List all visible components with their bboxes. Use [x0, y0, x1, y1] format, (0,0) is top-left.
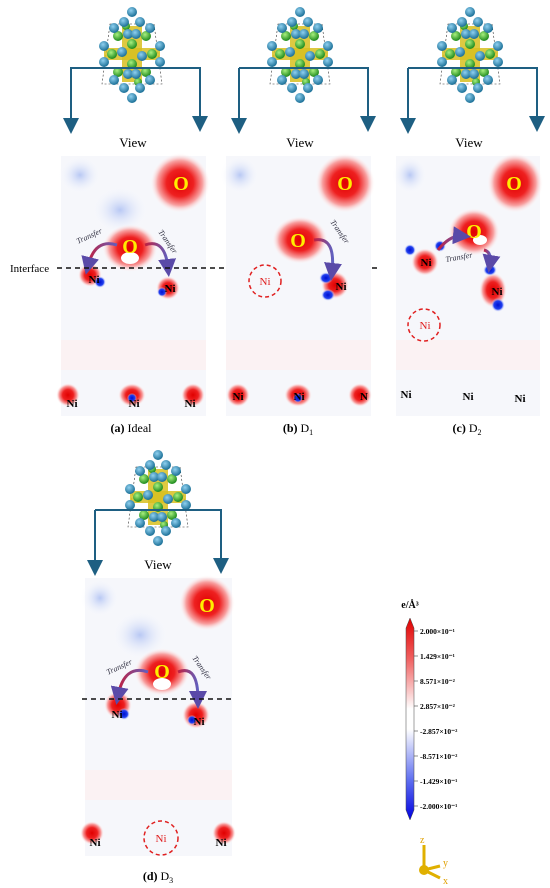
caption-b: (b) D1 — [283, 421, 313, 437]
ni-left-label-a: Ni — [89, 274, 100, 286]
view-label-a: View — [119, 135, 147, 150]
mid-o-label-b: O — [290, 230, 306, 252]
structure-view-a — [63, 6, 208, 134]
colorbar-tick-label: -8.571×10⁻² — [420, 752, 458, 761]
axis-x-label: x — [443, 876, 448, 887]
bottom-ni-b-3: N — [360, 391, 368, 403]
structure-view-c — [400, 6, 545, 134]
view-arrow-right — [408, 67, 545, 132]
bottom-ni-d-1: Ni — [90, 837, 101, 849]
axis-z-label: z — [420, 835, 425, 846]
transfer-arrow-left-a — [81, 242, 118, 275]
panel-a: View O O Transfer Transfer Ni Ni Ni Ni — [56, 6, 210, 435]
bottom-ni-c-1: Ni — [401, 389, 412, 401]
ni-right-label-c: Ni — [492, 286, 503, 298]
colorbar-scale — [405, 617, 415, 821]
caption-d: (d) D3 — [143, 869, 173, 885]
colorbar: e/Å³ 2.000×10⁻¹ 1.429×10⁻¹ 8.571×10⁻² 2.857… — [401, 599, 458, 821]
density-map-a — [56, 153, 210, 416]
vacancy-circle-b — [248, 264, 282, 298]
density-map-c — [392, 153, 543, 416]
bottom-ni-d-2: Ni — [216, 837, 227, 849]
vacancy-label-c: Ni — [420, 320, 431, 332]
ni-right-label-d: Ni — [194, 716, 205, 728]
view-label-b: View — [286, 135, 314, 150]
colorbar-tick-label: -2.000×10⁻¹ — [420, 802, 457, 811]
view-arrow-right — [239, 67, 376, 132]
colorbar-title: e/Å³ — [401, 599, 418, 611]
colorbar-tick-label: 8.571×10⁻² — [420, 677, 456, 686]
bottom-ni-b-2: Ni — [294, 391, 305, 403]
transfer-arrow-right-a — [144, 242, 177, 277]
ni-right-label-b: Ni — [336, 281, 347, 293]
bottom-ni-a-2: Ni — [129, 398, 140, 410]
axes-indicator: z y x — [419, 835, 448, 887]
vacancy-circle-d — [143, 820, 179, 856]
vacancy-circle-c — [407, 308, 441, 342]
structure-view-d — [87, 449, 229, 576]
ni-left-label-c: Ni — [421, 257, 432, 269]
transfer-arrow-right-c — [482, 248, 501, 273]
top-o-label-c: O — [506, 173, 522, 195]
bottom-ni-a-3: Ni — [185, 398, 196, 410]
colorbar-tick-label: -2.857×10⁻² — [420, 727, 458, 736]
colorbar-tick-label: 1.429×10⁻¹ — [420, 652, 455, 661]
interface-label: Interface — [10, 263, 49, 275]
axes-origin — [419, 865, 429, 875]
ni-right-label-a: Ni — [165, 283, 176, 295]
structure-view-b — [231, 6, 376, 134]
mid-o-label-a: O — [122, 236, 138, 258]
bottom-ni-b-1: Ni — [233, 391, 244, 403]
colorbar-tick-label: -1.429×10⁻¹ — [420, 777, 457, 786]
vacancy-label-d: Ni — [156, 833, 167, 845]
view-arrow-right — [95, 509, 229, 574]
top-o-label-d: O — [199, 595, 215, 617]
transfer-arrow-right-b — [313, 238, 342, 281]
view-label-c: View — [455, 135, 483, 150]
mid-o-label-c: O — [466, 221, 482, 243]
vacancy-label-b: Ni — [260, 276, 271, 288]
axis-y-label: y — [443, 858, 448, 869]
transfer-arrow-left-d — [110, 669, 149, 705]
transfer-arrow-right-d — [177, 669, 207, 709]
panel-b: View O O Transfer Ni Ni Ni Ni N (b) D1 — [220, 6, 376, 437]
bottom-ni-c-3: Ni — [515, 393, 526, 405]
ni-left-label-d: Ni — [112, 709, 123, 721]
transfer-arrow-left-c — [436, 226, 471, 251]
bottom-ni-a-1: Ni — [67, 398, 78, 410]
colorbar-tick-label: 2.000×10⁻¹ — [420, 627, 455, 636]
caption-c: (c) D2 — [453, 421, 482, 437]
top-o-label-a: O — [173, 173, 189, 195]
top-o-label-b: O — [337, 173, 353, 195]
colorbar-tick-label: 2.857×10⁻² — [420, 702, 456, 711]
view-label-d: View — [144, 557, 172, 572]
mid-o-label-d: O — [154, 661, 170, 683]
caption-a: (a) Ideal — [111, 421, 153, 435]
density-map-d — [80, 575, 236, 856]
colorbar-ticks: 2.000×10⁻¹ 1.429×10⁻¹ 8.571×10⁻² 2.857×10⁻²… — [414, 627, 458, 811]
panel-d: View O O Transfer Transfer Ni Ni Ni Ni N… — [80, 449, 236, 885]
panel-c: View O O Transfer Ni Ni Ni Ni Ni Ni (c) D… — [392, 6, 545, 437]
bottom-ni-c-2: Ni — [463, 391, 474, 403]
